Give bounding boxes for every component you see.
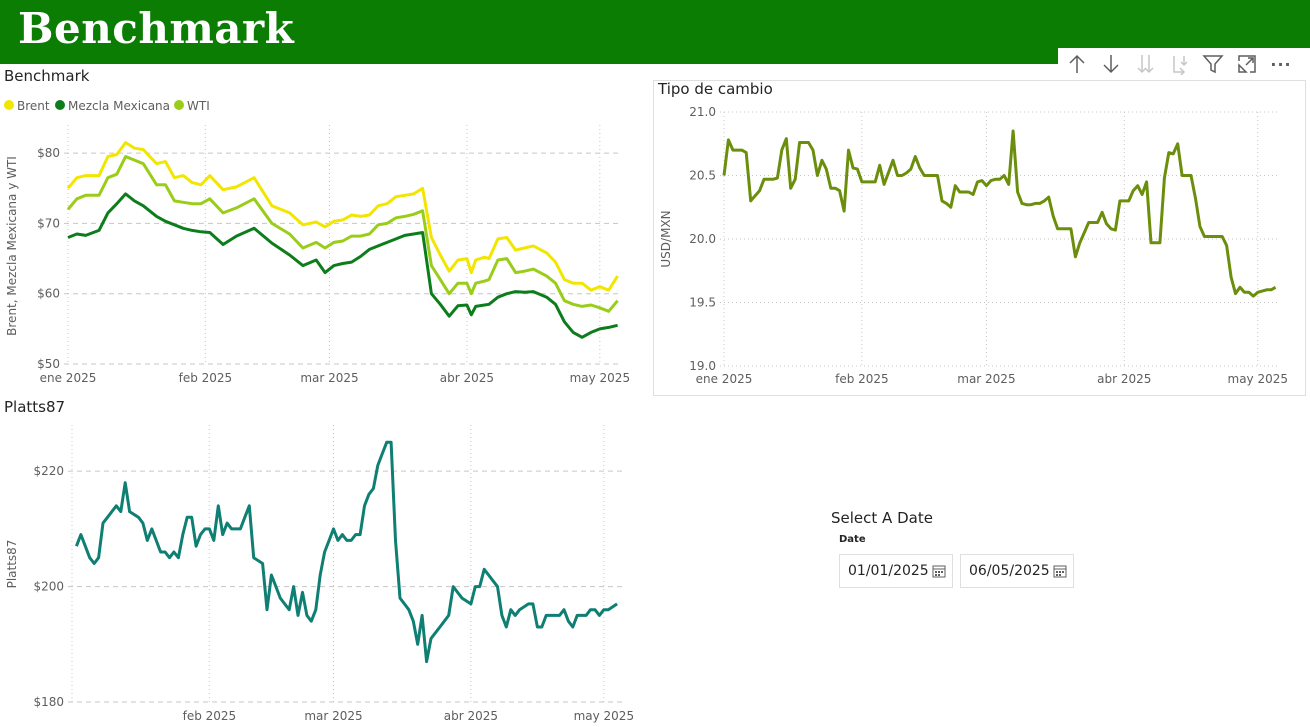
legend-marker: [174, 100, 184, 110]
end-date-value: 06/05/2025: [969, 563, 1050, 579]
series-line-brent: [66, 141, 619, 292]
fx-y-axis-label: USD/MXN: [659, 210, 673, 267]
more-options-button[interactable]: ···: [1266, 49, 1296, 79]
x-tick-label: may 2025: [1228, 372, 1289, 386]
start-date-value: 01/01/2025: [848, 563, 929, 579]
series-line-wti: [66, 155, 619, 313]
y-tick-label: 21.0: [689, 105, 716, 119]
x-tick-label: abr 2025: [444, 709, 498, 723]
fx-chart-card[interactable]: [653, 80, 1306, 396]
more-options-icon: ···: [1270, 54, 1292, 74]
x-tick-label: abr 2025: [440, 371, 494, 385]
y-tick-label: $220: [33, 464, 64, 478]
x-tick-label: ene 2025: [696, 372, 753, 386]
x-tick-label: may 2025: [574, 709, 635, 723]
visual-header-toolbar: ···: [1058, 48, 1310, 80]
drill-up-button[interactable]: [1062, 49, 1092, 79]
x-tick-label: may 2025: [570, 371, 631, 385]
y-tick-label: 20.0: [689, 232, 716, 246]
arrow-up-icon: [1069, 54, 1085, 73]
date-slicer-label: Date: [839, 534, 866, 545]
y-tick-label: $70: [37, 216, 60, 230]
header-banner: Benchmark: [0, 0, 1310, 64]
benchmark-chart-title: Benchmark: [4, 67, 90, 85]
drill-down-button[interactable]: [1096, 49, 1126, 79]
x-tick-label: ene 2025: [40, 371, 97, 385]
x-tick-label: abr 2025: [1097, 372, 1151, 386]
x-tick-label: mar 2025: [300, 371, 358, 385]
y-tick-label: $60: [37, 287, 60, 301]
x-tick-label: feb 2025: [183, 709, 237, 723]
x-tick-label: feb 2025: [835, 372, 889, 386]
filter-icon: [1202, 55, 1224, 74]
y-tick-label: $200: [33, 580, 64, 594]
y-tick-label: $50: [37, 357, 60, 371]
expand-hierarchy-button[interactable]: [1164, 49, 1194, 79]
date-slicer-title: Select A Date: [831, 509, 933, 527]
y-tick-label: $180: [33, 695, 64, 709]
calendar-icon[interactable]: [932, 564, 946, 578]
y-tick-label: $80: [37, 146, 60, 160]
x-tick-label: mar 2025: [304, 709, 362, 723]
platts-chart-title: Platts87: [4, 398, 66, 416]
calendar-icon[interactable]: [1053, 564, 1067, 578]
expand-hierarchy-icon: [1173, 56, 1188, 75]
focus-mode-icon: [1238, 55, 1256, 73]
x-tick-label: mar 2025: [957, 372, 1015, 386]
series-line-usd-mxn: [722, 129, 1277, 298]
legend-label: Mezcla Mexicana: [68, 99, 170, 113]
next-level-button[interactable]: [1130, 49, 1160, 79]
filter-button[interactable]: [1198, 49, 1228, 79]
benchmark-y-axis-label: Brent, Mezcla Mexicana y WTI: [5, 156, 19, 336]
y-tick-label: 20.5: [689, 169, 716, 183]
legend-marker: [55, 100, 65, 110]
page-title: Benchmark: [18, 4, 295, 53]
platts-y-axis-label: Platts87: [5, 540, 19, 589]
focus-mode-button[interactable]: [1232, 49, 1262, 79]
legend-label: Brent: [17, 99, 50, 113]
series-line-platts87: [75, 440, 618, 664]
start-date-input[interactable]: 01/01/2025: [839, 554, 953, 588]
series-line-mezcla-mexicana: [67, 192, 618, 339]
arrow-down-icon: [1103, 55, 1119, 74]
legend-label: WTI: [187, 99, 210, 113]
y-tick-label: 19.0: [689, 359, 716, 373]
double-arrow-down-icon: [1137, 55, 1154, 74]
legend-marker: [4, 100, 14, 110]
fx-chart-title: Tipo de cambio: [658, 80, 773, 98]
y-tick-label: 19.5: [689, 296, 716, 310]
end-date-input[interactable]: 06/05/2025: [960, 554, 1074, 588]
x-tick-label: feb 2025: [179, 371, 233, 385]
